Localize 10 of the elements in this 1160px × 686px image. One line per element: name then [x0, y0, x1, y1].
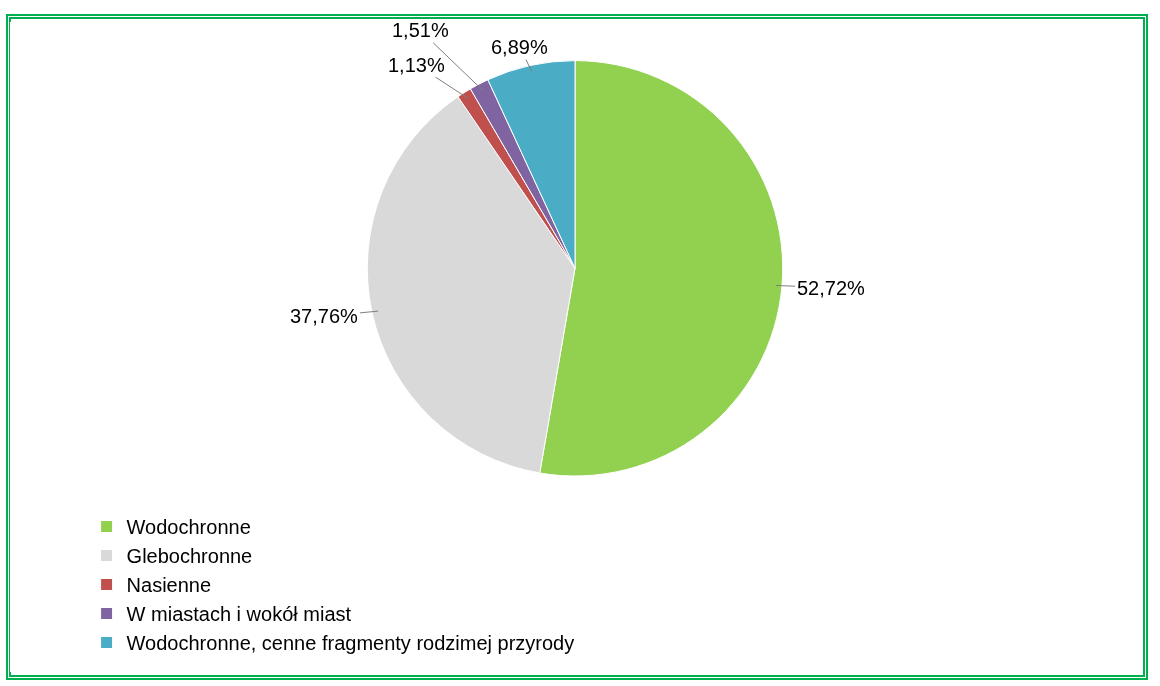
data-label: 1,13% [388, 54, 445, 76]
data-label: 6,89% [491, 36, 548, 58]
legend-label: Glebochronne [126, 545, 253, 568]
data-label: 52,72% [797, 277, 866, 299]
legend-label: Wodochronne [126, 516, 251, 539]
data-label: 37,76% [290, 305, 359, 327]
data-label: 1,51% [392, 19, 449, 41]
legend-label: W miastach i wokół miast [126, 603, 352, 626]
legend-label: Nasienne [126, 574, 212, 597]
legend-label: Wodochronne, cenne fragmenty rodzimej przyrody [126, 632, 575, 655]
